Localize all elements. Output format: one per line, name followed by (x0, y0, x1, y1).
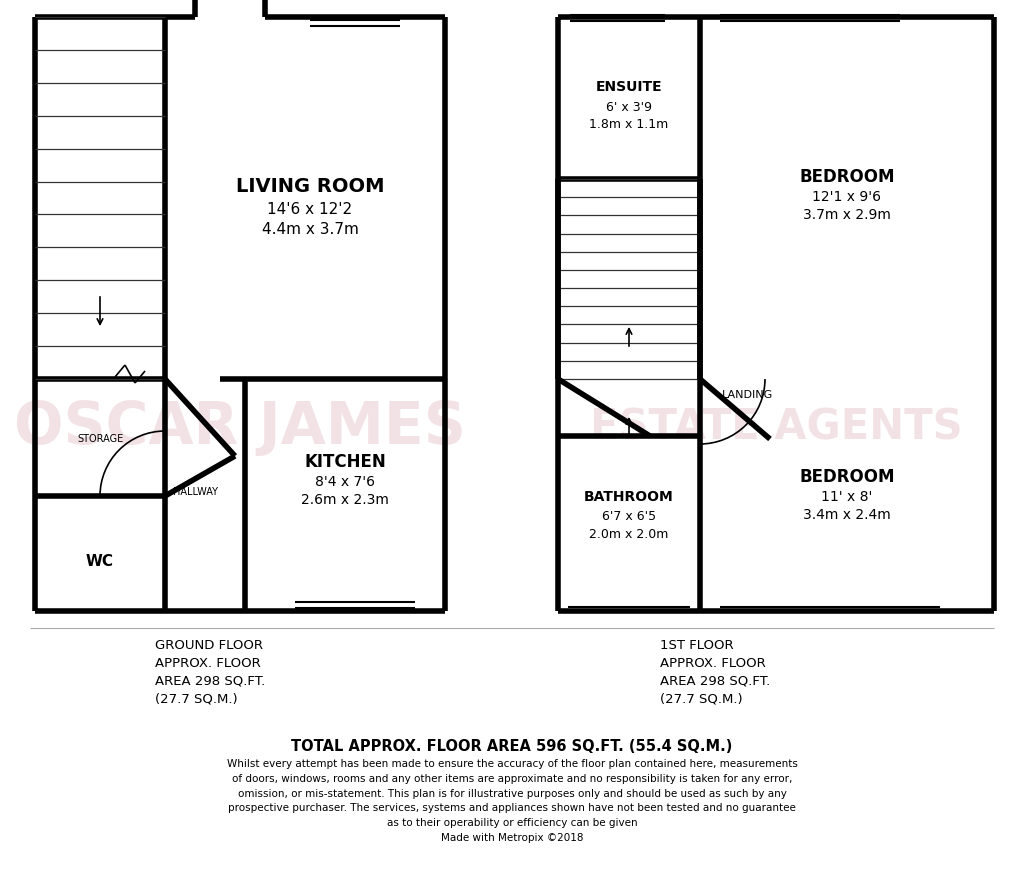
Text: LANDING: LANDING (722, 390, 773, 400)
Text: 1.8m x 1.1m: 1.8m x 1.1m (590, 119, 669, 131)
Text: BEDROOM: BEDROOM (800, 468, 895, 486)
Text: LIVING ROOM: LIVING ROOM (236, 177, 384, 197)
Text: 6' x 3'9: 6' x 3'9 (606, 100, 652, 113)
Text: 8'4 x 7'6: 8'4 x 7'6 (315, 475, 375, 488)
Text: 3.4m x 2.4m: 3.4m x 2.4m (803, 508, 891, 522)
Text: 11' x 8': 11' x 8' (821, 489, 872, 503)
Text: 6'7 x 6'5: 6'7 x 6'5 (602, 510, 656, 523)
Text: 2.0m x 2.0m: 2.0m x 2.0m (590, 528, 669, 540)
Text: TOTAL APPROX. FLOOR AREA 596 SQ.FT. (55.4 SQ.M.): TOTAL APPROX. FLOOR AREA 596 SQ.FT. (55.… (291, 738, 733, 753)
Text: BATHROOM: BATHROOM (584, 489, 674, 503)
Text: KITCHEN: KITCHEN (304, 453, 386, 470)
Text: 3.7m x 2.9m: 3.7m x 2.9m (803, 207, 891, 222)
Text: 14'6 x 12'2: 14'6 x 12'2 (267, 201, 352, 216)
Text: GROUND FLOOR
APPROX. FLOOR
AREA 298 SQ.FT.
(27.7 SQ.M.): GROUND FLOOR APPROX. FLOOR AREA 298 SQ.F… (155, 638, 265, 705)
Text: WC: WC (86, 554, 114, 569)
Text: HALLWAY: HALLWAY (172, 486, 217, 496)
Text: ESTATE AGENTS: ESTATE AGENTS (590, 406, 963, 447)
Text: OSCAR JAMES: OSCAR JAMES (14, 398, 466, 455)
Text: 4.4m x 3.7m: 4.4m x 3.7m (261, 222, 358, 237)
Text: 2.6m x 2.3m: 2.6m x 2.3m (301, 493, 389, 507)
Text: 12'1 x 9'6: 12'1 x 9'6 (812, 190, 882, 204)
Text: 1ST FLOOR
APPROX. FLOOR
AREA 298 SQ.FT.
(27.7 SQ.M.): 1ST FLOOR APPROX. FLOOR AREA 298 SQ.FT. … (659, 638, 770, 705)
Text: BEDROOM: BEDROOM (800, 167, 895, 186)
Text: ENSUITE: ENSUITE (596, 80, 663, 94)
Text: Whilst every attempt has been made to ensure the accuracy of the floor plan cont: Whilst every attempt has been made to en… (226, 758, 798, 842)
Text: STORAGE: STORAGE (77, 433, 123, 444)
